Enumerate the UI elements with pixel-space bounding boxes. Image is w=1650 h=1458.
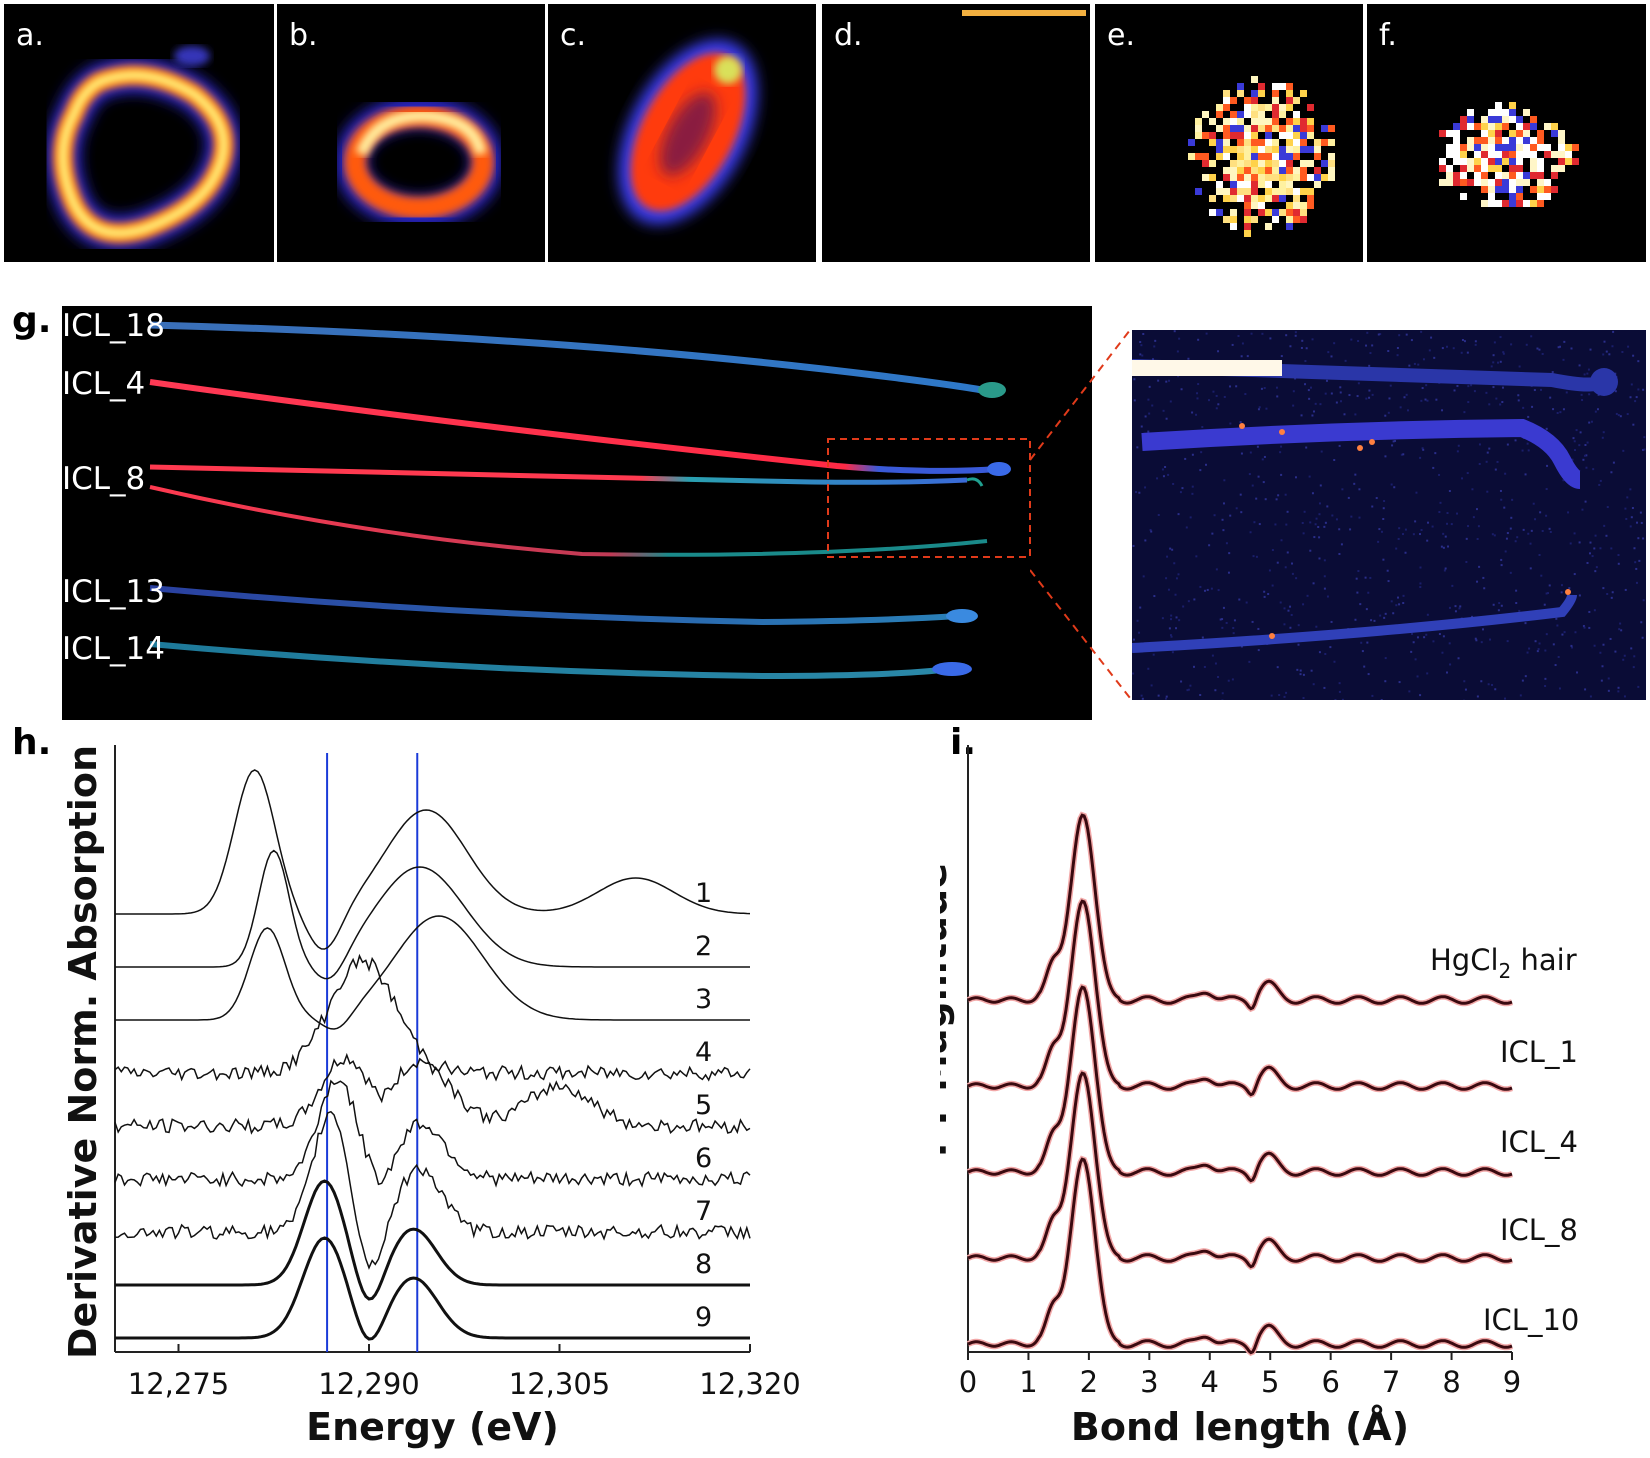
h-curve-label: 1 [695,878,712,909]
tile-d: d. [822,4,1090,262]
i-series-line [967,899,1513,1097]
tile-b-label: b. [289,18,318,53]
i-x-tick-label: 5 [1261,1365,1279,1399]
g-label-icl13: ICL_13 [62,574,166,610]
h-curve-label: 5 [695,1090,712,1121]
tile-f-pixels [1439,102,1579,207]
tile-a-image [46,46,241,251]
tile-b: b. [277,4,545,262]
tile-f: f. [1367,4,1646,262]
g-label-icl14: ICL_14 [62,631,166,667]
tile-d-label: d. [834,18,863,53]
tile-a: a. [4,4,274,262]
i-series-line [967,1157,1513,1355]
h-x-tick-label: 12,290 [318,1367,419,1401]
h-series-line [115,1179,750,1301]
i-series-line [967,985,1513,1183]
h-curve-label: 3 [695,984,712,1015]
h-y-axis-title: Derivative Norm. Absorption [61,745,105,1359]
i-label-icl8: ICL_8 [1500,1213,1578,1247]
i-label-hgcl2-prefix: HgCl [1430,943,1499,977]
h-series-line [115,915,750,1030]
h-curve-label: 9 [695,1302,712,1333]
tile-e-label: e. [1107,18,1135,53]
zoom-connector-lines [1030,329,1131,699]
zoom-map-hairs [1131,359,1618,653]
i-label-hgcl2: HgCl2 hair [1430,943,1577,983]
i-x-tick-label: 3 [1140,1365,1158,1399]
h-curve-label: 2 [695,931,712,962]
chart-h: 12,275 12,290 12,305 12,320 Energy (eV) Deriv… [61,745,801,1449]
tile-c-image [618,39,758,225]
i-series-line [967,1071,1513,1269]
tile-a-label: a. [16,18,44,53]
tile-e: e. [1095,4,1363,262]
i-x-tick-label: 8 [1442,1365,1460,1399]
i-label-hgcl2-sub: 2 [1499,959,1512,983]
h-curve-label: 4 [695,1037,712,1068]
h-curve-label: 8 [695,1249,712,1280]
i-x-tick-label: 9 [1503,1365,1521,1399]
h-series-line [114,1079,751,1188]
i-y-axis-title: FT Magnitude [940,863,955,1157]
h-series-line [115,849,750,980]
tile-c-label: c. [560,18,587,53]
panel-g-photo: ICL_18 ICL_4 ICL_8 ICL_13 ICL_14 [62,306,1092,720]
h-series-line [114,953,751,1082]
panel-i-letter: i. [950,722,977,763]
h-x-tick-label: 12,275 [128,1367,229,1401]
h-curve-label: 6 [695,1143,712,1174]
h-series-line [115,1236,750,1341]
tile-e-pixels [1188,76,1335,237]
h-x-tick-label: 12,305 [509,1367,610,1401]
tile-f-image [1439,102,1579,207]
tile-e-image [1188,76,1335,237]
i-x-tick-label: 1 [1019,1365,1037,1399]
h-series-line [115,769,751,950]
i-label-icl1: ICL_1 [1500,1035,1578,1069]
tile-b-image [335,96,503,228]
i-label-icl10: ICL_10 [1483,1303,1579,1337]
i-series-line [967,813,1513,1011]
i-label-icl4: ICL_4 [1500,1125,1578,1159]
zoom-map-image [1131,330,1646,702]
i-label-hgcl2-suffix: hair [1511,943,1576,977]
i-x-tick-label: 7 [1382,1365,1400,1399]
panel-g-zoom-map [1131,330,1646,702]
i-x-axis-title: Bond length (Å) [1071,1405,1409,1449]
tile-f-label: f. [1379,18,1397,53]
panel-g-letter: g. [12,300,52,341]
h-x-axis-title: Energy (eV) [306,1405,559,1449]
h-series-line [114,1110,751,1270]
tile-c: c. [548,4,816,262]
g-label-icl8: ICL_8 [62,461,146,497]
h-curve-label: 7 [695,1196,712,1227]
h-x-tick-label: 12,320 [699,1367,800,1401]
i-series-fit [966,811,1513,1013]
h-series-line [114,1052,751,1135]
g-label-icl4: ICL_4 [62,366,146,402]
g-label-icl18: ICL_18 [62,308,166,344]
panel-h-letter: h. [12,722,52,763]
tile-d-image [962,10,1086,16]
i-x-tick-label: 0 [959,1365,977,1399]
i-x-tick-label: 6 [1321,1365,1339,1399]
i-x-tick-label: 4 [1201,1365,1219,1399]
panel-g-hairs [149,321,1031,680]
i-x-tick-label: 2 [1080,1365,1098,1399]
